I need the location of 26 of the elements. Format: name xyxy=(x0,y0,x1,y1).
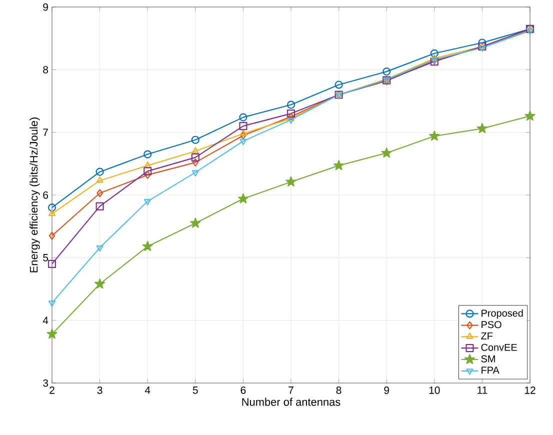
x-tick-label: 12 xyxy=(524,386,536,394)
y-tick-label: 4 xyxy=(42,316,48,324)
x-axis-title: Number of antennas xyxy=(242,398,340,406)
legend-label: PSO xyxy=(482,321,502,328)
y-tick-label: 7 xyxy=(43,128,48,136)
y-tick-label: 9 xyxy=(43,3,48,11)
legend-label: ZF xyxy=(481,332,493,340)
legend-label: Proposed xyxy=(482,309,523,319)
y-tick-label: 6 xyxy=(43,191,48,199)
x-tick-label: 11 xyxy=(478,386,488,394)
x-tick-label: 9 xyxy=(384,386,390,394)
x-tick-label: 2 xyxy=(50,386,54,394)
y-tick-label: 5 xyxy=(43,254,48,262)
x-tick-label: 4 xyxy=(144,386,150,394)
y-tick-label: 8 xyxy=(43,66,48,74)
legend-label: ConvEE xyxy=(481,344,517,351)
x-tick-label: 3 xyxy=(97,386,102,394)
x-tick-label: 7 xyxy=(288,386,294,394)
x-tick-label: 10 xyxy=(429,386,440,394)
legend-label: SM xyxy=(481,355,495,362)
x-tick-label: 5 xyxy=(192,386,198,394)
x-tick-label: 8 xyxy=(336,386,342,394)
y-axis-title: Energy efficiency (bits/Hz/Joule) xyxy=(30,118,40,272)
x-tick-label: 6 xyxy=(240,386,246,394)
y-tick-label: 3 xyxy=(43,379,48,387)
legend-label: FPA xyxy=(482,366,500,374)
